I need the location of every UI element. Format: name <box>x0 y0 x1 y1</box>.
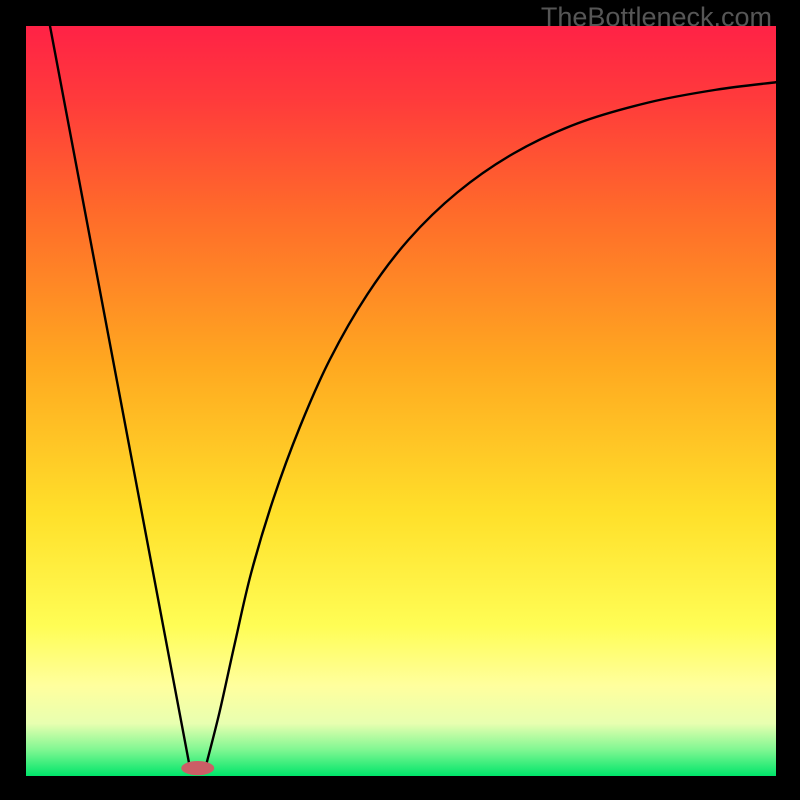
gradient-background <box>26 26 776 776</box>
chart-svg <box>26 26 776 776</box>
chart-frame: TheBottleneck.com <box>0 0 800 800</box>
plot-area <box>26 26 776 776</box>
minimum-marker <box>181 761 214 775</box>
